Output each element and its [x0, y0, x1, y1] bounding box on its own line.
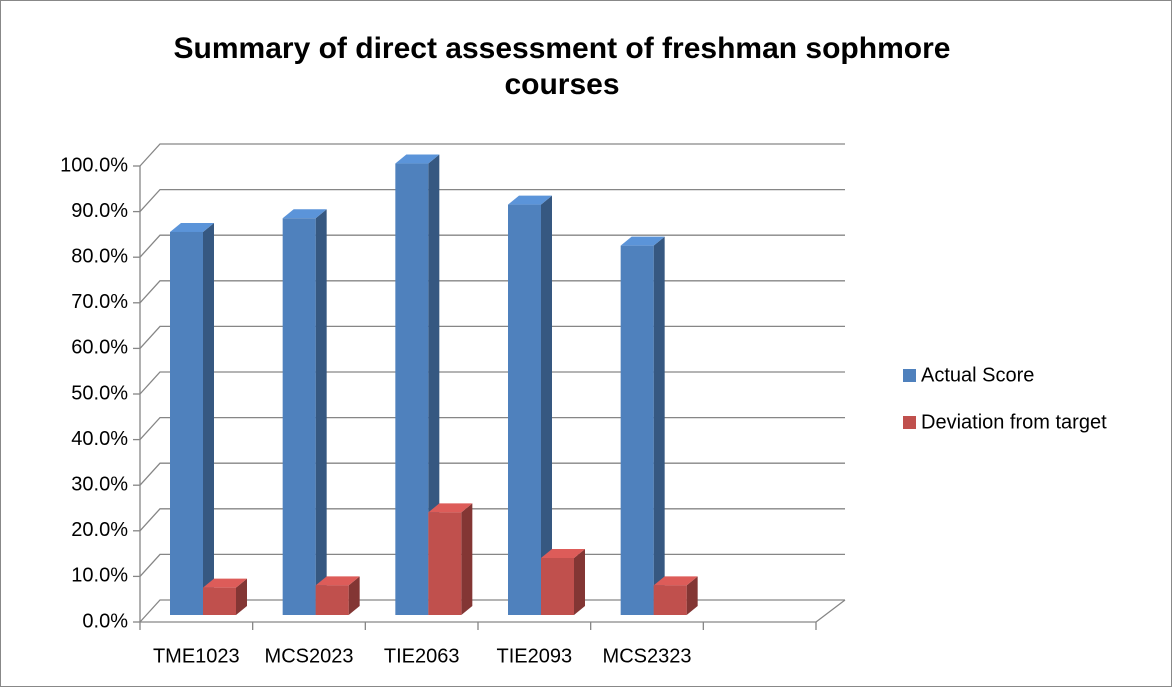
bar-side	[653, 236, 665, 615]
bar-side	[428, 154, 440, 615]
x-tick-label: MCS2323	[603, 645, 692, 667]
bar-side	[574, 549, 585, 615]
x-tick-label: TIE2063	[384, 645, 460, 667]
bar-side	[203, 222, 214, 615]
x-tick-label: TIE2093	[497, 645, 573, 667]
bar-top	[170, 222, 214, 232]
bar-side	[686, 576, 698, 615]
y-tick-label: 20.0%	[71, 519, 128, 541]
grid-line	[139, 371, 845, 395]
bar-side	[315, 209, 327, 615]
bar	[170, 231, 203, 615]
x-tick-label: MCS2023	[265, 645, 354, 667]
bar-top	[428, 503, 473, 513]
y-tick-label: 50.0%	[71, 382, 128, 404]
bar	[315, 585, 349, 615]
bar-group	[428, 503, 473, 615]
bar	[428, 512, 462, 615]
bar-top	[508, 195, 552, 205]
bar-group	[620, 236, 665, 615]
grid-line	[139, 280, 845, 304]
legend-swatch	[903, 369, 916, 382]
bar-top	[203, 578, 247, 588]
grid-line	[139, 325, 845, 349]
grid-line	[139, 508, 845, 532]
bar	[395, 163, 429, 615]
y-tick-label: 30.0%	[71, 473, 128, 495]
bar-top	[282, 209, 327, 219]
legend-label: Deviation from target	[921, 411, 1107, 433]
grid-line	[139, 462, 845, 486]
legend-label: Actual Score	[921, 364, 1034, 386]
y-tick-label: 60.0%	[71, 337, 128, 359]
bar	[620, 245, 654, 615]
bar	[541, 558, 574, 615]
bar	[508, 204, 541, 615]
bar-group	[315, 576, 360, 615]
grid-line	[139, 188, 845, 213]
y-tick-label: 90.0%	[71, 200, 128, 222]
bar-top	[620, 236, 665, 246]
bar-top	[315, 576, 360, 586]
grid-line	[139, 599, 845, 623]
bar	[653, 585, 687, 615]
y-tick-label: 0.0%	[82, 610, 128, 632]
bar-group	[203, 578, 247, 615]
bar-group	[541, 549, 585, 615]
y-tick-label: 10.0%	[71, 565, 128, 587]
bar-top	[653, 576, 698, 586]
bar-group	[170, 222, 214, 615]
bar-side	[541, 195, 552, 615]
bar-group	[282, 209, 327, 615]
legend-swatch	[903, 416, 916, 429]
bar-top	[395, 154, 440, 164]
x-tick-label: TME1023	[153, 645, 240, 667]
y-tick-label: 80.0%	[71, 245, 128, 267]
bar-top	[541, 549, 585, 558]
grid-line	[139, 234, 845, 258]
bar-side	[236, 578, 247, 615]
grid-line	[139, 553, 845, 577]
grid-line	[139, 143, 845, 167]
bar-group	[653, 576, 698, 615]
y-tick-label: 100.0%	[60, 154, 128, 176]
bar-side	[348, 576, 360, 615]
bar-group	[508, 195, 552, 615]
bar-side	[461, 503, 473, 615]
bar-group	[395, 154, 440, 615]
y-tick-label: 70.0%	[71, 291, 128, 313]
grid-line	[139, 416, 845, 441]
chart-title: Summary of direct assessment of freshman…	[174, 32, 951, 101]
bar	[203, 587, 236, 615]
bar	[282, 218, 316, 615]
y-tick-label: 40.0%	[71, 428, 128, 450]
